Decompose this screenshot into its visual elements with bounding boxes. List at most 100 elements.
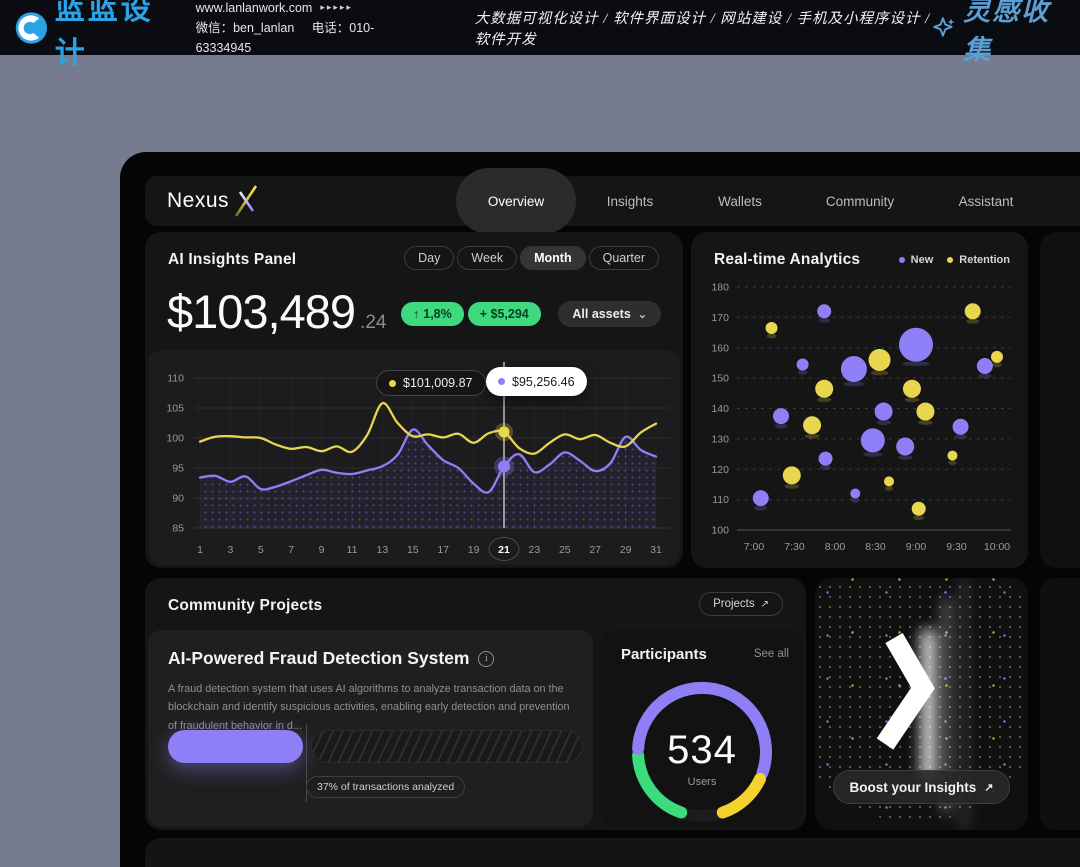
tab-overview[interactable]: Overview xyxy=(456,168,576,234)
brand-name: 蓝蓝设计 xyxy=(54,0,154,70)
ai-insights-panel-card: AI Insights Panel Day Week Month Quarter… xyxy=(145,232,683,568)
projects-button-label: Projects xyxy=(713,598,755,610)
change-percent-badge: ↑ 1,8% xyxy=(401,302,464,326)
assets-dropdown-value: All assets xyxy=(572,307,631,321)
tab-insights[interactable]: Insights xyxy=(606,193,654,209)
svg-text:31: 31 xyxy=(650,544,662,556)
sparkle-star-icon xyxy=(933,16,955,37)
tooltip-new-value: $95,256.46 xyxy=(512,374,575,389)
svg-text:140: 140 xyxy=(711,403,729,415)
svg-text:10:00: 10:00 xyxy=(984,541,1010,553)
nexus-x-icon xyxy=(234,185,258,217)
svg-text:17: 17 xyxy=(437,544,449,556)
svg-text:8:00: 8:00 xyxy=(825,541,846,553)
svg-text:170: 170 xyxy=(711,312,729,324)
balance-fraction: .24 xyxy=(360,312,387,333)
range-quarter-button[interactable]: Quarter xyxy=(588,246,659,270)
range-filter: Day Week Month Quarter xyxy=(404,246,659,270)
svg-text:8:30: 8:30 xyxy=(865,541,886,553)
svg-text:9:00: 9:00 xyxy=(906,541,927,553)
svg-text:100: 100 xyxy=(166,433,184,445)
svg-text:90: 90 xyxy=(172,493,184,505)
clipped-card-bottom xyxy=(1040,578,1080,830)
range-day-button[interactable]: Day xyxy=(404,246,455,270)
inspiration-collect[interactable]: 灵感收集 xyxy=(931,0,1064,67)
blur-streak xyxy=(961,578,968,830)
svg-text:7: 7 xyxy=(288,544,294,556)
change-amount-badge: + $5,294 xyxy=(467,302,541,326)
legend-dot-new-icon xyxy=(898,257,905,263)
svg-text:105: 105 xyxy=(166,403,184,415)
range-week-button[interactable]: Week xyxy=(457,246,518,270)
progress-bar-filled xyxy=(168,730,303,763)
participants-gauge xyxy=(632,681,773,822)
progress-caption: 37% of transactions analyzed xyxy=(306,776,466,798)
svg-text:130: 130 xyxy=(711,433,729,445)
tab-assistant[interactable]: Assistant xyxy=(958,193,1014,209)
project-title: AI-Powered Fraud Detection System i xyxy=(168,648,495,669)
yellow-dot-icon xyxy=(389,379,396,387)
tooltip-retention-value: $101,009.87 xyxy=(403,376,473,390)
svg-text:15: 15 xyxy=(407,544,419,556)
participants-card: Participants See all 534 Users xyxy=(601,630,803,827)
change-badges: ↑ 1,8% + $5,294 xyxy=(401,302,541,326)
progress-bar-remaining xyxy=(311,730,583,763)
realtime-title: Real-time Analytics xyxy=(714,251,861,268)
fraud-project-card: AI-Powered Fraud Detection System i A fr… xyxy=(148,630,593,827)
legend-new[interactable]: New xyxy=(898,254,933,266)
legend-dot-retention-icon xyxy=(947,257,954,263)
top-banner: 蓝蓝设计 www.lanlanwork.com ▸▸▸▸▸ 微信：ben_lan… xyxy=(0,0,1080,70)
services-list: 大数据可视化设计 / 软件界面设计 / 网站建设 / 手机及小程序设计 / 软件… xyxy=(474,10,931,48)
lanlan-logo-icon xyxy=(15,11,48,44)
balance-value: $103,489 .24 xyxy=(167,284,386,339)
participants-title: Participants xyxy=(621,646,707,663)
blur-streak xyxy=(921,630,936,782)
svg-text:110: 110 xyxy=(167,373,184,385)
info-icon[interactable]: i xyxy=(478,650,495,667)
svg-text:11: 11 xyxy=(347,544,358,556)
svg-text:1: 1 xyxy=(197,544,203,556)
nexus-logo: Nexus xyxy=(167,176,259,226)
svg-text:120: 120 xyxy=(711,464,729,476)
clipped-card-top xyxy=(1040,232,1080,568)
tooltip-retention: $101,009.87 xyxy=(376,370,486,396)
dashboard-navbar: Nexus Overview Insights Wallets Communit… xyxy=(145,168,1080,234)
phone-contact: 电话：010-63334945 xyxy=(195,20,375,55)
project-description: A fraud detection system that uses AI al… xyxy=(168,683,570,732)
nexus-dashboard: Nexus Overview Insights Wallets Communit… xyxy=(120,152,1080,867)
svg-text:9: 9 xyxy=(319,544,325,556)
svg-text:25: 25 xyxy=(559,544,571,556)
range-month-button[interactable]: Month xyxy=(520,246,586,270)
tooltip-new: $95,256.46 xyxy=(486,367,587,396)
svg-text:29: 29 xyxy=(620,544,632,556)
svg-text:110: 110 xyxy=(712,494,729,506)
tab-wallets[interactable]: Wallets xyxy=(718,193,762,209)
collect-label: 灵感收集 xyxy=(963,0,1051,65)
participants-value: 534 xyxy=(667,728,737,772)
see-all-link[interactable]: See all xyxy=(753,648,789,660)
boost-button-label: Boost your Insights xyxy=(849,779,977,795)
progress-divider xyxy=(306,724,307,802)
lanlan-logo: 蓝蓝设计 xyxy=(14,0,170,72)
arrow-up-icon: ↑ xyxy=(413,307,420,321)
svg-text:7:30: 7:30 xyxy=(784,541,805,553)
community-projects-card: Community Projects Projects ↗ AI-Powered… xyxy=(145,578,806,830)
assets-dropdown[interactable]: All assets ⌄ xyxy=(558,301,661,327)
legend-retention[interactable]: Retention xyxy=(947,254,1010,266)
contact-block: www.lanlanwork.com ▸▸▸▸▸ 微信：ben_lanlan 电… xyxy=(196,0,413,58)
projects-button[interactable]: Projects ↗ xyxy=(699,592,783,616)
svg-text:21: 21 xyxy=(498,544,510,556)
arrow-upright-icon: ↗ xyxy=(984,781,994,794)
website-link[interactable]: www.lanlanwork.com xyxy=(195,0,313,15)
boost-insights-card: Boost your Insights ↗ xyxy=(815,578,1028,830)
purple-dot-icon xyxy=(498,378,505,385)
boost-insights-button[interactable]: Boost your Insights ↗ xyxy=(833,770,1010,804)
change-percent-value: 1,8% xyxy=(423,307,452,321)
wechat-contact: 微信：ben_lanlan xyxy=(195,20,295,35)
svg-text:9:30: 9:30 xyxy=(946,541,967,553)
realtime-scatter-chart: 180 170 160 150 140 130 120 110 100 7:00 7:30 8:00 8… xyxy=(711,282,1011,553)
scatter-legend: New Retention xyxy=(898,254,1010,266)
tab-community[interactable]: Community xyxy=(825,193,895,209)
svg-text:100: 100 xyxy=(711,525,729,537)
